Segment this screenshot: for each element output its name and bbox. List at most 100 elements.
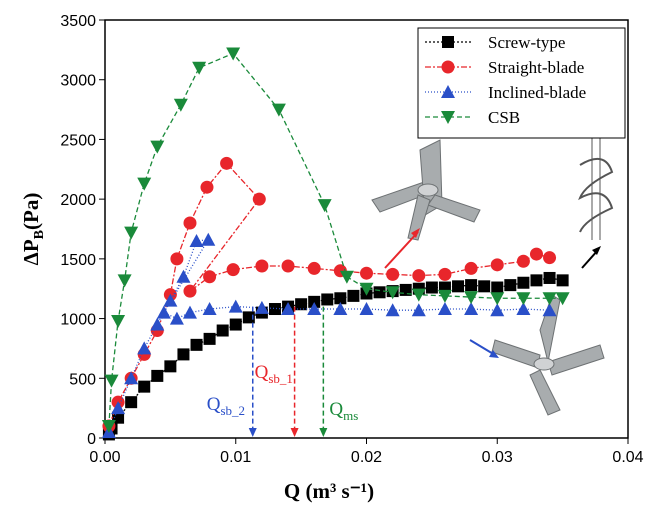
marker [124,226,139,240]
marker [464,302,479,316]
legend-marker [442,36,454,48]
y-tick-label: 3000 [60,73,96,90]
marker [271,103,286,117]
y-tick-label: 1000 [60,312,96,329]
marker [138,380,151,393]
y-tick-label: 0 [87,431,96,448]
marker [516,292,531,306]
marker [530,274,543,287]
y-label-text: ΔP [19,239,43,265]
marker [201,232,216,246]
marker [254,300,269,314]
annotation-sub: ms [343,408,358,423]
series-line [108,162,550,427]
marker [490,292,505,306]
marker [176,269,191,283]
series-line [108,238,550,433]
marker [517,276,530,289]
marker [226,47,241,61]
marker [255,259,269,273]
x-axis-label: Q (m³ s⁻¹) [284,479,374,503]
marker [137,177,152,191]
legend-marker [441,85,455,98]
annotation-arrow-head [319,428,328,437]
x-tick-label: 0.04 [612,449,643,466]
marker [268,303,281,316]
arrow-head [592,246,601,255]
y-tick-label: 1500 [60,252,96,269]
legend-marker [441,111,455,124]
arrow [384,231,419,269]
marker [182,305,197,319]
annotation-text: Q [207,394,221,415]
marker [281,259,295,273]
marker [359,282,374,296]
marker [556,274,569,287]
marker [170,252,184,266]
legend-label: Straight-blade [488,58,584,77]
annotation-arrow-head [248,428,257,437]
marker [192,61,207,75]
marker [529,247,543,261]
marker [411,303,426,317]
marker [465,279,478,292]
legend-label: CSB [488,108,520,127]
marker [385,303,400,317]
marker [360,266,373,280]
marker [295,298,308,311]
marker [228,299,243,313]
annotation: Qsb_2 [207,394,245,418]
marker [150,317,165,331]
marker [490,258,504,272]
marker [333,302,348,316]
marker [347,289,360,302]
marker [542,292,557,306]
marker [516,254,530,268]
marker [203,332,216,345]
marker [386,267,400,281]
marker [542,303,557,317]
y-tick-label: 3500 [60,13,96,30]
arrow-head [411,228,420,238]
arrow-head [489,350,499,358]
marker [385,286,400,300]
marker [111,401,126,415]
marker [137,341,152,355]
marker [164,360,177,373]
annotation-arrow-head [290,428,299,437]
marker [478,280,491,293]
marker [464,261,478,275]
marker [317,199,332,213]
marker [124,371,139,385]
annotation: Qsb_1 [255,362,293,386]
marker [163,293,178,307]
marker [373,286,386,299]
legend-marker [441,60,455,74]
screw-image [578,135,614,240]
marker [183,284,197,298]
marker [101,420,116,434]
marker [412,269,426,283]
x-tick-label: 0.00 [89,449,120,466]
marker [307,261,321,275]
marker [173,98,188,112]
marker [339,270,354,284]
marker [125,396,138,409]
marker [543,271,556,284]
y-tick-label: 500 [69,371,96,388]
y-tick-label: 2500 [60,132,96,149]
x-tick-label: 0.03 [482,449,513,466]
marker [183,216,197,230]
y-label-sub: B [32,230,47,239]
legend-label: Screw-type [488,33,565,52]
annotation: Qms [329,399,358,423]
marker [452,280,465,293]
straight-blade-image [371,139,481,241]
x-tick-label: 0.02 [351,449,382,466]
marker [229,318,242,331]
marker [411,288,426,302]
marker [104,374,119,388]
marker [516,302,531,316]
annotation-text: Q [329,399,343,420]
marker [252,192,266,206]
